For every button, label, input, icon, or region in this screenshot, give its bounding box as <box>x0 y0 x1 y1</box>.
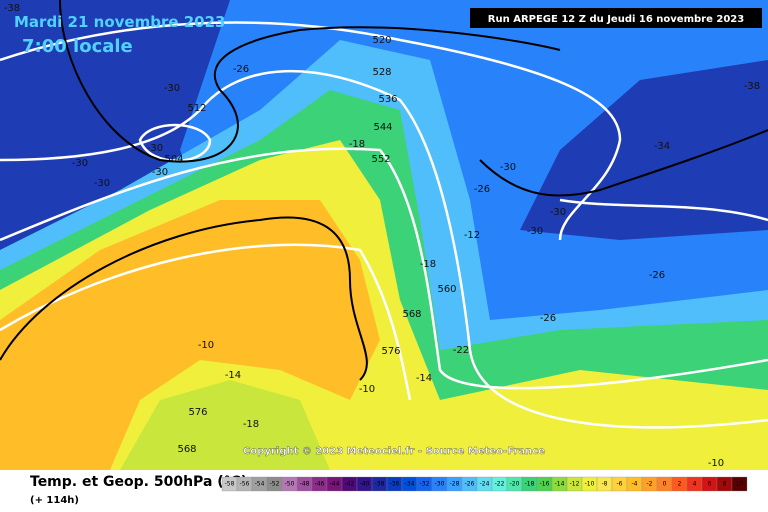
contour-label: -18 <box>420 259 436 270</box>
scale-cell <box>731 476 748 492</box>
scale-label: 0 <box>663 481 667 488</box>
contour-label: 552 <box>371 154 390 165</box>
scale-label: 10 <box>736 481 744 488</box>
scale-label: -38 <box>375 481 385 488</box>
scale-label: -14 <box>555 481 565 488</box>
contour-line <box>559 198 768 222</box>
scale-label: -26 <box>465 481 475 488</box>
contour-line <box>0 243 412 401</box>
scale-label: -30 <box>435 481 445 488</box>
contour-label: -34 <box>654 141 670 152</box>
contour-label: 576 <box>188 407 207 418</box>
scale-label: -48 <box>300 481 310 488</box>
scale-label: -24 <box>480 481 490 488</box>
contour-label: 568 <box>402 309 421 320</box>
valid-time: 7:00 locale <box>22 36 133 57</box>
scale-label: 6 <box>708 481 712 488</box>
contour-label: -30 <box>500 162 516 173</box>
scale-label: 2 <box>678 481 682 488</box>
contour-label: -18 <box>349 139 365 150</box>
contour-label: -12 <box>464 230 480 241</box>
field-orange <box>0 200 380 470</box>
contour-label: -30 <box>164 83 180 94</box>
footer-title: Temp. et Geop. 500hPa (°C) <box>30 474 247 490</box>
coastlines <box>0 0 768 381</box>
contour-label: 560 <box>437 284 456 295</box>
scale-label: -36 <box>390 481 400 488</box>
scale-label: -44 <box>330 481 340 488</box>
contours <box>0 21 768 429</box>
scale-label: -10 <box>585 481 595 488</box>
contour-label: 528 <box>372 67 391 78</box>
scale-label: -34 <box>405 481 415 488</box>
scale-label: -8 <box>602 481 608 488</box>
contour-label: -26 <box>233 64 249 75</box>
contour-label: -30 <box>147 143 163 154</box>
scale-label: -52 <box>270 481 280 488</box>
contour-label: -10 <box>359 384 375 395</box>
copyright: Copyright © 2023 Meteociel.fr - Source M… <box>243 446 545 457</box>
scale-label: -6 <box>617 481 623 488</box>
contour-label: -14 <box>416 373 432 384</box>
contour-label: 520 <box>372 35 391 46</box>
scale-label: -40 <box>360 481 370 488</box>
contour-label: -18 <box>243 419 259 430</box>
contour-label: -26 <box>540 313 556 324</box>
contour-label: -30 <box>94 178 110 189</box>
contour-label: -30 <box>72 158 88 169</box>
contour-label: -14 <box>225 370 241 381</box>
scale-label: -42 <box>345 481 355 488</box>
contour-label: -30 <box>152 167 168 178</box>
contour-label: -30 <box>527 226 543 237</box>
contour-label: -22 <box>453 345 469 356</box>
valid-date: Mardi 21 novembre 2023 <box>14 13 226 31</box>
contour-line <box>138 123 212 162</box>
scale-label: -46 <box>315 481 325 488</box>
footer-lead: (+ 114h) <box>30 495 79 506</box>
contour-label: 544 <box>373 122 392 133</box>
scale-label: -22 <box>495 481 505 488</box>
contour-label: 504 <box>164 154 183 165</box>
scale-label: -20 <box>510 481 520 488</box>
contour-label: -26 <box>649 270 665 281</box>
contour-label: -26 <box>474 184 490 195</box>
contour-label: 536 <box>378 94 397 105</box>
coastline <box>479 129 768 197</box>
scale-label: -56 <box>240 481 250 488</box>
scale-label: -32 <box>420 481 430 488</box>
contour-label: 576 <box>381 346 400 357</box>
scale-label: 8 <box>723 481 727 488</box>
contour-label: 568 <box>177 444 196 455</box>
contour-label: -38 <box>744 81 760 92</box>
coastline <box>59 0 561 163</box>
contour-label: 512 <box>187 103 206 114</box>
contour-label: -10 <box>708 458 724 469</box>
contour-label: -30 <box>550 207 566 218</box>
scale-label: -18 <box>525 481 535 488</box>
contour-line <box>0 147 768 390</box>
scale-label: -28 <box>450 481 460 488</box>
scale-label: -16 <box>540 481 550 488</box>
scale-label: -50 <box>285 481 295 488</box>
scale-label: -2 <box>647 481 653 488</box>
field-light <box>120 380 330 470</box>
scale-label: 4 <box>693 481 697 488</box>
scale-label: -4 <box>632 481 638 488</box>
scale-label: -12 <box>570 481 580 488</box>
coastline <box>0 216 368 381</box>
run-box <box>470 8 762 28</box>
contour-label: -10 <box>198 340 214 351</box>
scale-label: -54 <box>255 481 265 488</box>
contour-line <box>0 70 768 429</box>
run-info: Run ARPEGE 12 Z du Jeudi 16 novembre 202… <box>488 14 744 25</box>
contour-line <box>0 21 622 241</box>
scale-label: -58 <box>225 481 235 488</box>
contour-label: -38 <box>4 3 20 14</box>
